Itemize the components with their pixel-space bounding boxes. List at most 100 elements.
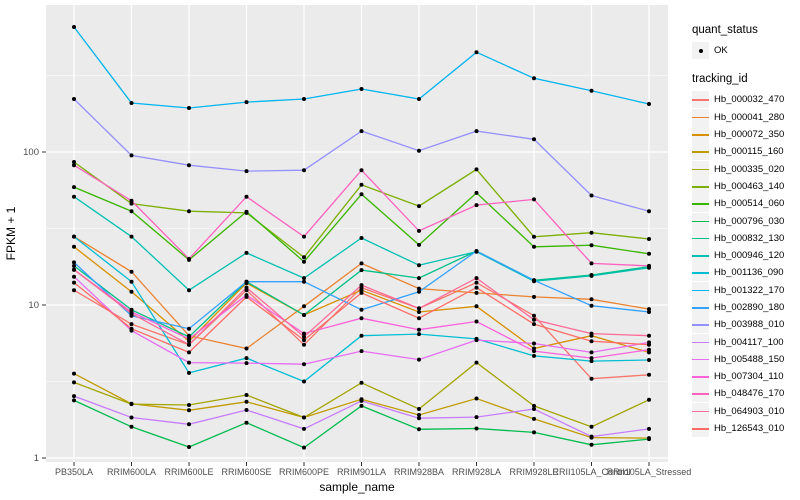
data-point-marker — [359, 283, 364, 288]
legend-item-Hb_000032_470: Hb_000032_470 — [692, 91, 798, 109]
legend-item-Hb_000796_030: Hb_000796_030 — [692, 212, 798, 230]
legend-item-label: Hb_000514_060 — [714, 198, 785, 210]
legend-item-label: Hb_000072_350 — [714, 129, 785, 141]
x-tick-label: RRII105LA_Stressed — [607, 467, 692, 477]
data-point-marker — [187, 445, 191, 449]
data-point-marker — [244, 420, 249, 425]
data-point-marker — [187, 408, 191, 413]
data-point-marker — [589, 434, 594, 439]
data-point-marker — [72, 263, 76, 268]
line-swatch-icon — [692, 126, 709, 144]
x-tick-label: RRIM600LA — [107, 467, 156, 477]
data-point-marker — [589, 356, 594, 361]
x-tick-label: RRIM928LA — [452, 467, 501, 477]
legend-item-Hb_000463_140: Hb_000463_140 — [692, 177, 798, 195]
data-point-marker — [532, 234, 536, 239]
data-point-marker — [474, 276, 479, 281]
data-point-marker — [244, 209, 249, 214]
legend-item-label: Hb_064903_010 — [714, 405, 785, 417]
data-point-marker — [72, 185, 76, 190]
line-swatch-icon — [692, 229, 709, 247]
legend-item-Hb_126543_010: Hb_126543_010 — [692, 420, 798, 438]
data-point-marker — [302, 426, 306, 431]
x-tick-label: RRIM600LE — [164, 467, 213, 477]
data-point-marker — [474, 129, 479, 134]
data-point-marker — [129, 322, 134, 327]
data-point-marker — [359, 307, 364, 312]
data-point-marker — [302, 304, 306, 309]
data-point-marker — [359, 316, 364, 321]
data-point-marker — [302, 313, 306, 317]
data-point-marker — [417, 332, 421, 337]
data-point-marker — [187, 256, 191, 261]
data-point-marker — [302, 415, 306, 420]
data-point-marker — [532, 349, 536, 354]
x-tick-label: RRIM600PE — [279, 467, 329, 477]
x-tick-label: RRII105LA_Control — [552, 467, 630, 477]
line-swatch-icon — [692, 264, 709, 282]
data-point-marker — [244, 250, 249, 255]
data-point-marker — [359, 168, 364, 173]
data-point-marker — [474, 280, 479, 285]
data-point-marker — [589, 297, 594, 302]
point-marker-icon — [692, 42, 709, 60]
data-point-marker — [647, 102, 651, 106]
legend-item-label: Hb_048476_170 — [714, 388, 785, 400]
legend-item-Hb_000115_160: Hb_000115_160 — [692, 143, 798, 161]
data-point-marker — [589, 303, 594, 308]
data-point-marker — [532, 407, 536, 411]
y-axis-title: FPKM + 1 — [4, 206, 18, 260]
data-point-marker — [417, 204, 421, 209]
data-point-marker — [532, 416, 536, 421]
data-point-marker — [302, 379, 306, 384]
legend-item-label: Hb_000041_280 — [714, 111, 785, 123]
data-point-marker — [474, 285, 479, 290]
data-point-marker — [359, 87, 364, 91]
line-swatch-icon — [692, 420, 709, 438]
legend-item-Hb_005488_150: Hb_005488_150 — [692, 350, 798, 368]
data-point-marker — [187, 163, 191, 168]
data-point-marker — [187, 403, 191, 407]
data-point-marker — [129, 326, 134, 331]
data-point-marker — [244, 285, 249, 290]
line-swatch-icon — [692, 143, 709, 161]
data-point-marker — [72, 260, 76, 265]
data-point-marker — [474, 338, 479, 343]
data-point-marker — [129, 402, 134, 407]
data-point-marker — [187, 336, 191, 341]
data-point-marker — [359, 349, 364, 354]
data-point-marker — [359, 380, 364, 385]
data-point-marker — [72, 25, 76, 29]
data-point-marker — [532, 403, 536, 408]
line-swatch-icon — [692, 195, 709, 213]
legend-title-quant-status: quant_status — [692, 24, 758, 36]
data-point-marker — [72, 97, 76, 101]
legend-item-Hb_001136_090: Hb_001136_090 — [692, 264, 798, 282]
legend-item-label: Hb_004117_100 — [714, 336, 784, 348]
legend-item-Hb_001322_170: Hb_001322_170 — [692, 281, 798, 299]
data-point-marker — [244, 169, 249, 174]
data-point-marker — [474, 290, 479, 295]
legend-item-label: Hb_001322_170 — [714, 284, 785, 296]
line-swatch-icon — [692, 160, 709, 178]
line-swatch-icon — [692, 333, 709, 351]
data-point-marker — [647, 237, 651, 241]
data-point-marker — [359, 290, 364, 295]
data-point-marker — [532, 197, 536, 202]
data-point-marker — [72, 394, 76, 399]
data-point-marker — [474, 50, 479, 55]
data-point-marker — [474, 190, 479, 195]
data-point-marker — [302, 334, 306, 339]
data-point-marker — [647, 333, 651, 338]
data-point-marker — [647, 358, 651, 362]
data-point-marker — [187, 106, 191, 110]
data-point-marker — [474, 415, 479, 420]
legend-item-label: Hb_001136_090 — [714, 267, 784, 279]
line-swatch-icon — [692, 108, 709, 126]
legend-item-Hb_007304_110: Hb_007304_110 — [692, 368, 798, 386]
data-point-marker — [72, 288, 76, 293]
data-point-marker — [647, 347, 651, 352]
data-point-marker — [647, 310, 651, 314]
data-point-marker — [589, 442, 594, 447]
data-point-marker — [302, 255, 306, 260]
